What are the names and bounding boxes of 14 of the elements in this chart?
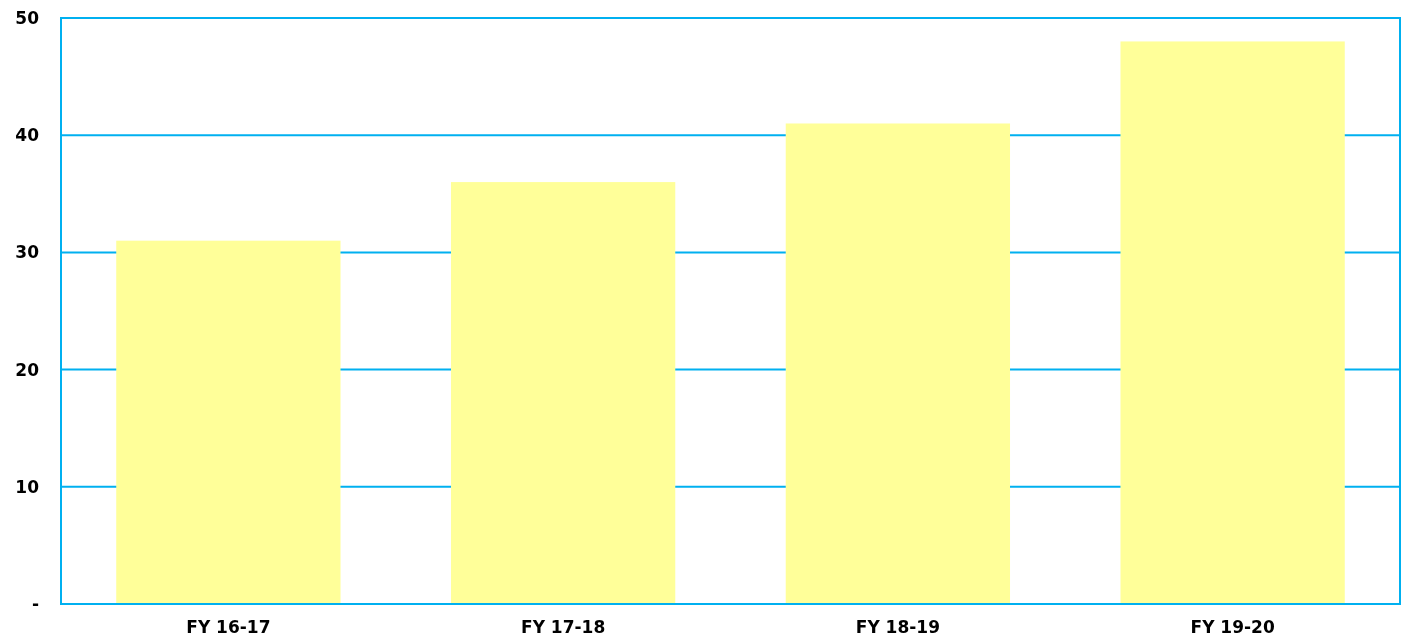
x-tick-label: FY 19-20 bbox=[1190, 617, 1275, 637]
y-tick-label: 10 bbox=[15, 476, 40, 497]
bar bbox=[450, 182, 676, 604]
bar bbox=[785, 123, 1011, 604]
x-tick-label: FY 16-17 bbox=[186, 617, 271, 637]
y-tick-label: 20 bbox=[15, 359, 40, 380]
bar bbox=[1120, 41, 1345, 604]
x-tick-label: FY 18-19 bbox=[855, 617, 940, 637]
y-tick-label: 30 bbox=[15, 242, 40, 263]
x-tick-label: FY 17-18 bbox=[521, 617, 606, 637]
y-tick-label: 50 bbox=[15, 7, 40, 28]
y-tick-label: - bbox=[31, 593, 39, 614]
y-tick-label: 40 bbox=[15, 125, 40, 146]
bar bbox=[116, 240, 341, 604]
